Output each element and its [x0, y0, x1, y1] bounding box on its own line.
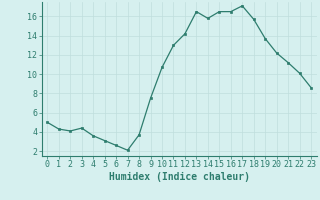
X-axis label: Humidex (Indice chaleur): Humidex (Indice chaleur): [109, 172, 250, 182]
